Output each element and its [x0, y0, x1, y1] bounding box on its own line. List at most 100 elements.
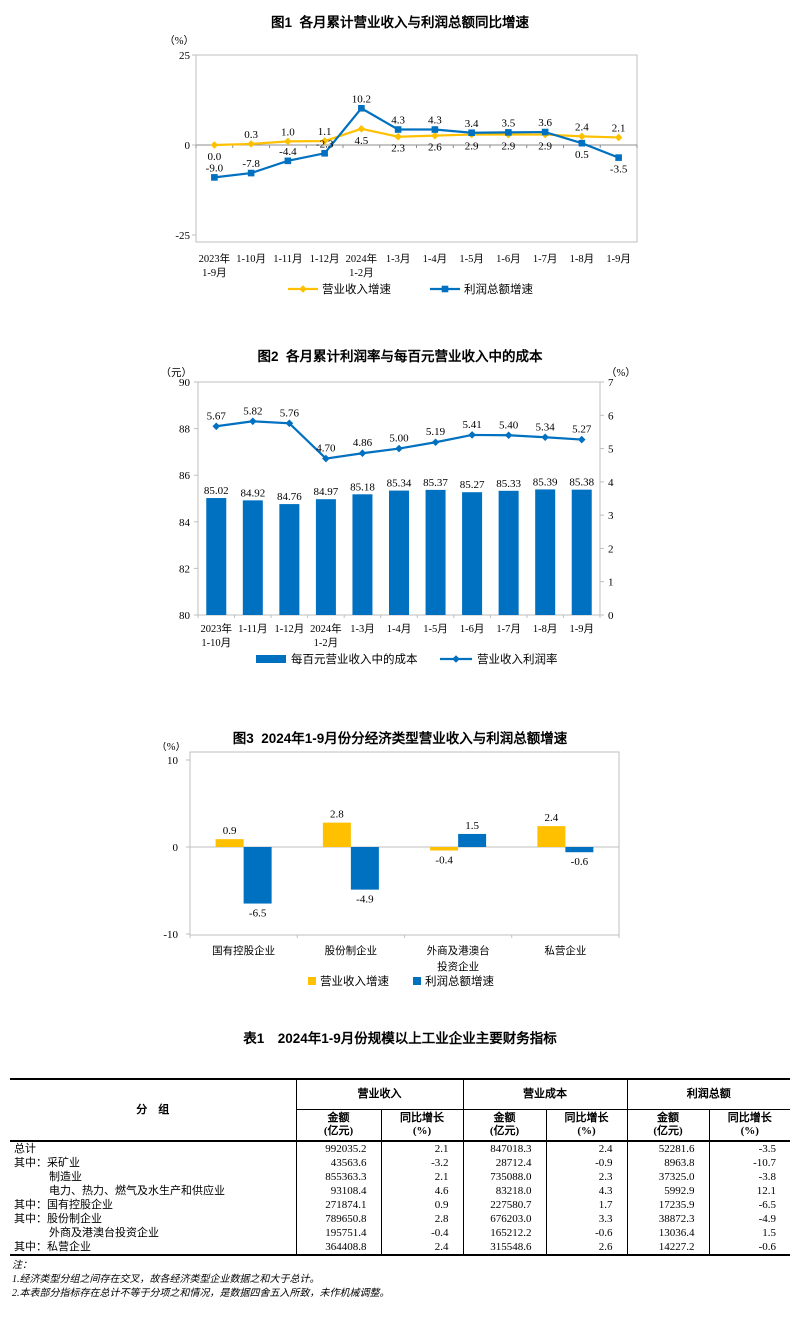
- group-header: 利润总额: [626, 1079, 790, 1110]
- value-cell: 52281.6: [626, 1141, 709, 1156]
- svg-text:1-2月: 1-2月: [314, 637, 339, 649]
- svg-text:6: 6: [608, 410, 614, 422]
- svg-text:85.18: 85.18: [350, 481, 375, 493]
- value-cell: -3.2: [380, 1156, 463, 1170]
- svg-text:1-4月: 1-4月: [387, 623, 412, 635]
- table-row: 外商及港澳台投资企业 195751.4 -0.4 165212.2 -0.6 13036.…: [10, 1226, 790, 1240]
- svg-text:股份制企业: 股份制企业: [325, 944, 378, 957]
- svg-text:4.3: 4.3: [428, 115, 442, 127]
- svg-text:5: 5: [608, 444, 614, 456]
- value-cell: -3.8: [708, 1170, 790, 1184]
- group-column-header: 分 组: [10, 1079, 296, 1142]
- svg-text:外商及港澳台: 外商及港澳台: [427, 944, 490, 957]
- sub-header: 同比增长 (%): [708, 1109, 790, 1142]
- note-line: 2.本表部分指标存在总计不等于分项之和情况，是数据四舍五入所致，未作机械调整。: [12, 1288, 390, 1299]
- svg-text:85.34: 85.34: [387, 478, 412, 490]
- svg-text:2.4: 2.4: [575, 121, 589, 133]
- svg-text:0.9: 0.9: [223, 825, 237, 837]
- chart3-title: 图3 2024年1-9月份分经济类型营业收入与利润总额增速: [232, 731, 568, 746]
- svg-text:85.27: 85.27: [460, 479, 485, 491]
- chart1-y-axis: （%） 25 0 -25: [164, 35, 196, 242]
- svg-text:2.9: 2.9: [502, 141, 516, 153]
- row-label-cell: 外商及港澳台投资企业: [49, 1227, 159, 1239]
- value-cell: -0.9: [545, 1156, 627, 1170]
- svg-text:2: 2: [608, 543, 614, 555]
- svg-text:2023年: 2023年: [199, 252, 231, 265]
- svg-text:10: 10: [167, 755, 179, 767]
- svg-text:1-12月: 1-12月: [310, 253, 340, 265]
- chart1-x-axis: 2023年 1-9月 1-10月 1-11月 1-12月 2024年 1-2月 1-3月 1-4…: [199, 252, 631, 279]
- svg-text:88: 88: [179, 424, 191, 436]
- chart1-title: 图1 各月累计营业收入与利润总额同比增速: [270, 15, 529, 30]
- svg-text:-4.4: -4.4: [279, 146, 297, 158]
- svg-text:利润总额增速: 利润总额增速: [425, 974, 494, 988]
- svg-text:5.27: 5.27: [572, 424, 592, 436]
- group-header: 营业成本: [462, 1079, 627, 1110]
- svg-text:1.0: 1.0: [281, 126, 295, 138]
- sub-header: 同比增长 (%): [380, 1109, 463, 1142]
- value-cell: 2.4: [380, 1240, 463, 1255]
- chart3-canvas: （%） 10 0 -10 国有控股企业 股份制企业 外商及港澳台投资企业 私营企业 0.9 2.8…: [156, 742, 620, 988]
- svg-text:私营企业: 私营企业: [544, 944, 586, 957]
- value-cell: 43563.6: [295, 1156, 381, 1170]
- svg-text:营业收入增速: 营业收入增速: [322, 282, 391, 296]
- svg-text:0.5: 0.5: [575, 149, 589, 161]
- chart3-series-revenue-growth: 0.9 2.8 -0.4 2.4: [215, 809, 566, 866]
- svg-text:1-3月: 1-3月: [350, 623, 375, 635]
- svg-text:0: 0: [173, 842, 179, 854]
- value-cell: -0.4: [380, 1226, 463, 1240]
- sub-header: 金额 (亿元): [626, 1109, 709, 1142]
- chart2-canvas: （元）90 88 86 84 82 80 （%）7 6 5 4 3 2 1 0 2023年 1-10月 1-11…: [161, 367, 636, 666]
- svg-text:-9.0: -9.0: [206, 162, 224, 174]
- chart1-axes: [195, 54, 638, 243]
- svg-text:4.5: 4.5: [355, 135, 369, 147]
- svg-text:5.40: 5.40: [499, 419, 519, 431]
- svg-text:85.38: 85.38: [569, 477, 594, 489]
- table-row: 其中：国有控股企业 271874.1 0.9 227580.7 1.7 17235.9 -6…: [10, 1198, 790, 1212]
- svg-text:2024年: 2024年: [346, 252, 378, 265]
- svg-text:4.3: 4.3: [391, 115, 405, 127]
- svg-text:1-10月: 1-10月: [201, 637, 231, 649]
- svg-text:5.19: 5.19: [426, 426, 446, 438]
- svg-text:-10: -10: [163, 929, 178, 941]
- table-row: 电力、热力、燃气及水生产和供应业 93108.4 4.6 83218.0 4.3 5992…: [10, 1184, 790, 1198]
- svg-text:85.02: 85.02: [204, 485, 229, 497]
- value-cell: 37325.0: [626, 1170, 709, 1184]
- value-cell: 28712.4: [462, 1156, 546, 1170]
- svg-text:5.82: 5.82: [243, 405, 262, 417]
- svg-text:2.9: 2.9: [465, 141, 479, 153]
- svg-text:（%）: （%）: [606, 367, 636, 379]
- svg-text:3.6: 3.6: [538, 117, 552, 129]
- svg-text:2.6: 2.6: [428, 142, 442, 154]
- svg-text:1-4月: 1-4月: [423, 253, 448, 265]
- table-title: 表1 2024年1-9月份规模以上工业企业主要财务指标: [243, 1031, 557, 1046]
- svg-text:-2.3: -2.3: [316, 138, 334, 150]
- row-label-cell: 其中：采矿业: [14, 1157, 80, 1169]
- value-cell: 676203.0: [462, 1212, 546, 1226]
- chart2-x-axis: 2023年 1-10月 1-11月 1-12月 2024年 1-2月 1-3月 1-4月 1-5…: [201, 622, 594, 649]
- row-label-cell: 其中：私营企业: [14, 1241, 91, 1253]
- svg-text:-25: -25: [175, 230, 190, 242]
- svg-text:1-9月: 1-9月: [202, 267, 227, 279]
- row-label-cell: 制造业: [49, 1171, 82, 1183]
- value-cell: 789650.8: [295, 1212, 381, 1226]
- svg-text:-6.5: -6.5: [249, 908, 267, 920]
- svg-text:营业收入增速: 营业收入增速: [320, 974, 389, 988]
- value-cell: -0.6: [708, 1240, 790, 1255]
- svg-text:2.4: 2.4: [545, 812, 559, 824]
- svg-text:1-12月: 1-12月: [274, 623, 304, 635]
- svg-text:1-8月: 1-8月: [533, 623, 558, 635]
- svg-text:1-11月: 1-11月: [273, 253, 302, 265]
- value-cell: 1.7: [545, 1198, 627, 1212]
- svg-text:84: 84: [179, 517, 191, 529]
- chart3-series-profit-growth: -6.5 -4.9 1.5 -0.6: [243, 820, 594, 920]
- value-cell: 364408.8: [295, 1240, 381, 1255]
- svg-text:25: 25: [179, 50, 191, 62]
- value-cell: 5992.9: [626, 1184, 709, 1198]
- value-cell: 4.6: [380, 1184, 463, 1198]
- svg-text:4: 4: [608, 477, 614, 489]
- svg-text:3.5: 3.5: [502, 117, 516, 129]
- svg-text:1-9月: 1-9月: [606, 253, 631, 265]
- notes-label: 注：: [12, 1260, 32, 1271]
